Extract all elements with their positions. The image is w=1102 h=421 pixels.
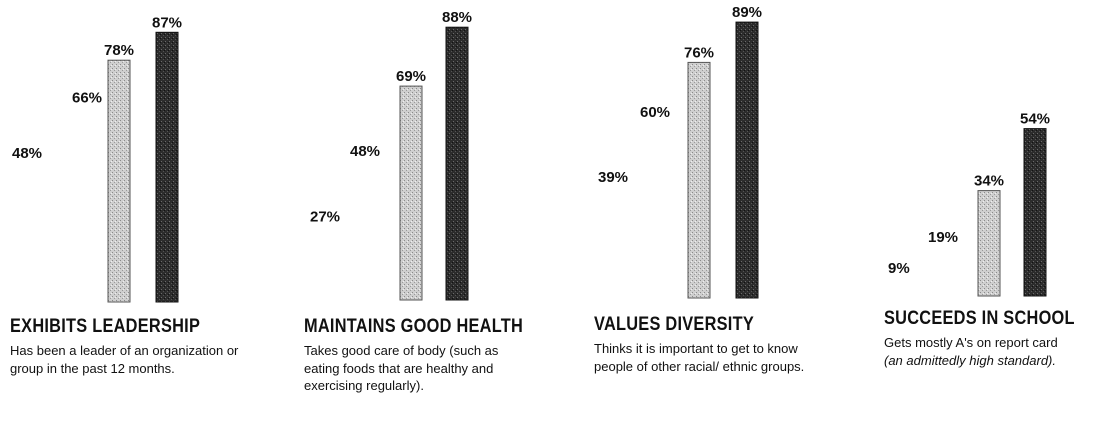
panel-diversity: VALUES DIVERSITY Thinks it is important …	[594, 314, 824, 375]
panel-description: Has been a leader of an organization or …	[10, 343, 239, 376]
value-label: 48%	[350, 143, 380, 160]
value-label: 60%	[640, 104, 670, 121]
value-label: 78%	[104, 42, 134, 59]
panel-title: EXHIBITS LEADERSHIP	[10, 316, 201, 337]
panel-description: Gets mostly A's on report card (an admit…	[884, 334, 1102, 369]
value-label: 9%	[888, 260, 910, 277]
chart-panel-4: 9% 19% 34% 54%	[888, 111, 1050, 297]
value-label: 19%	[928, 229, 958, 246]
value-label: 66%	[72, 89, 102, 106]
chart-panel-3: 39% 60% 76% 89%	[598, 4, 762, 299]
value-label: 89%	[732, 4, 762, 21]
value-label: 48%	[12, 145, 42, 162]
value-label: 76%	[684, 44, 714, 61]
panel-title: MAINTAINS GOOD HEALTH	[304, 316, 524, 337]
value-label: 39%	[598, 169, 628, 186]
value-label: 87%	[152, 14, 182, 31]
bar-dark	[1023, 128, 1047, 297]
bar-dark	[735, 21, 759, 299]
panel-school: SUCCEEDS IN SCHOOL Gets mostly A's on re…	[884, 308, 1102, 369]
value-label: 54%	[1020, 111, 1050, 128]
chart-panel-2: 27% 48% 69% 88%	[310, 9, 472, 301]
bar-dark	[445, 26, 469, 301]
panel-description: Thinks it is important to get to know pe…	[594, 341, 805, 374]
value-label: 27%	[310, 208, 340, 225]
value-label: 88%	[442, 9, 472, 26]
bar-light	[399, 85, 423, 301]
panel-description: Takes good care of body (such as eating …	[304, 343, 499, 393]
bar-dark	[155, 31, 179, 303]
bar-light	[687, 61, 711, 299]
bar-light	[107, 59, 131, 303]
panel-title: VALUES DIVERSITY	[594, 314, 755, 335]
value-label: 69%	[396, 68, 426, 85]
panel-description-note: (an admittedly high standard).	[884, 352, 1056, 368]
bar-light	[977, 190, 1001, 297]
panel-health: MAINTAINS GOOD HEALTH Takes good care of…	[304, 316, 524, 395]
chart-panel-1: 48% 66% 78% 87%	[12, 14, 182, 303]
panel-leadership: EXHIBITS LEADERSHIP Has been a leader of…	[10, 316, 240, 377]
panel-description-text: Gets mostly A's on report card	[884, 335, 1058, 350]
panel-title: SUCCEEDS IN SCHOOL	[884, 308, 1075, 329]
value-label: 34%	[974, 173, 1004, 190]
